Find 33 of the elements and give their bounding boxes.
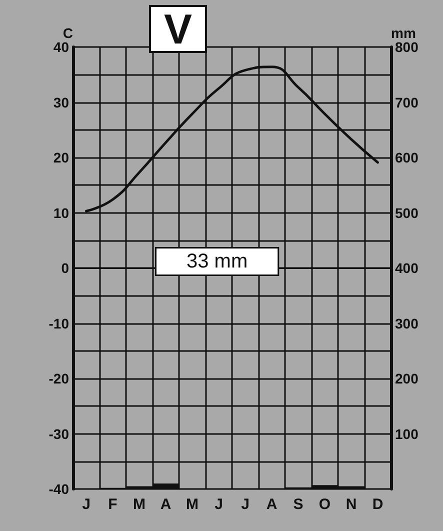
- y-tick-label: -20: [48, 370, 70, 386]
- x-tick-label: J: [82, 496, 90, 513]
- x-tick-label: D: [372, 496, 384, 513]
- y2-tick-label: 800: [395, 39, 419, 55]
- y-tick-label: -10: [48, 315, 70, 332]
- y2-tick-label: 200: [395, 370, 419, 386]
- y-tick-label: -30: [48, 426, 70, 442]
- x-tick-label: A: [266, 496, 278, 513]
- y-axis-title: C: [62, 25, 73, 42]
- y2-tick-label: 500: [395, 204, 419, 221]
- x-tick-label: J: [241, 496, 250, 513]
- x-tick-label: S: [293, 496, 304, 513]
- x-tick-label: F: [108, 496, 118, 513]
- y2-tick-label: 100: [395, 426, 419, 442]
- y-tick-label: -40: [48, 481, 70, 497]
- x-tick-label: M: [133, 496, 146, 513]
- y-tick-label: 40: [53, 39, 70, 55]
- y2-axis-title: mm: [391, 25, 416, 42]
- annotation: 33 mm: [186, 250, 248, 272]
- y2-tick-label: 300: [395, 315, 419, 332]
- x-tick-label: O: [318, 496, 331, 513]
- y-tick-label: 0: [61, 260, 70, 276]
- y2-tick-label: 700: [395, 94, 419, 110]
- y-tick-label: 10: [53, 204, 70, 221]
- x-tick-label: M: [186, 496, 198, 513]
- y-tick-label: 30: [53, 94, 70, 110]
- x-tick-label: A: [160, 496, 172, 513]
- y2-tick-label: 600: [395, 150, 419, 166]
- y2-tick-label: 400: [395, 260, 419, 276]
- x-tick-label: J: [214, 496, 223, 513]
- x-tick-label: N: [346, 496, 357, 513]
- y-tick-label: 20: [53, 150, 70, 166]
- chart-title: V: [164, 6, 192, 52]
